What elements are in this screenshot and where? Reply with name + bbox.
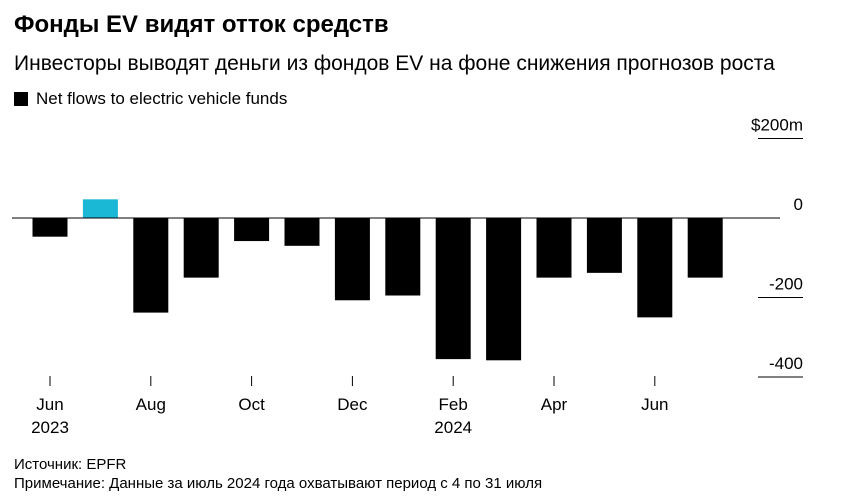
bar-nov-2023 bbox=[284, 218, 320, 246]
x-tick-label: Dec bbox=[337, 395, 368, 414]
bar-mar-2024 bbox=[486, 218, 522, 361]
x-tick-year-label: 2024 bbox=[434, 418, 472, 437]
x-tick-label: Jun bbox=[641, 395, 668, 414]
x-tick-year-label: 2023 bbox=[31, 418, 69, 437]
bar-sep-2023 bbox=[183, 218, 219, 278]
footnote: Примечание: Данные за июль 2024 года охв… bbox=[14, 475, 543, 492]
x-tick-label: Apr bbox=[541, 395, 568, 414]
bar-aug-2023 bbox=[133, 218, 169, 313]
bar-dec-2023 bbox=[334, 218, 370, 301]
chart-legend: Net flows to electric vehicle funds bbox=[14, 88, 287, 110]
legend-swatch bbox=[14, 92, 28, 106]
y-tick-label: $200m bbox=[751, 116, 803, 135]
chart-subtitle: Инвесторы выводят деньги из фондов EV на… bbox=[14, 52, 775, 75]
x-tick-label: Feb bbox=[439, 395, 468, 414]
chart-title: Фонды EV видят отток средств bbox=[14, 11, 389, 38]
bar-jun-2023 bbox=[32, 218, 68, 237]
bar-oct-2023 bbox=[234, 218, 270, 242]
bar-feb-2024 bbox=[435, 218, 471, 360]
bar-jul-2023 bbox=[82, 199, 118, 218]
bar-jan-2024 bbox=[385, 218, 421, 296]
y-tick-label: 0 bbox=[794, 195, 803, 214]
x-tick-label: Oct bbox=[238, 395, 265, 414]
legend-label: Net flows to electric vehicle funds bbox=[36, 89, 288, 108]
source-note: Источник: EPFR bbox=[14, 456, 127, 473]
x-tick-label: Jun bbox=[36, 395, 63, 414]
bar-jun-2024 bbox=[637, 218, 673, 318]
y-tick-label: -400 bbox=[769, 354, 803, 373]
x-tick-label: Aug bbox=[136, 395, 166, 414]
bar-may-2024 bbox=[586, 218, 622, 273]
bar-apr-2024 bbox=[536, 218, 572, 278]
bar-jul-2024 bbox=[687, 218, 723, 278]
y-tick-label: -200 bbox=[769, 275, 803, 294]
